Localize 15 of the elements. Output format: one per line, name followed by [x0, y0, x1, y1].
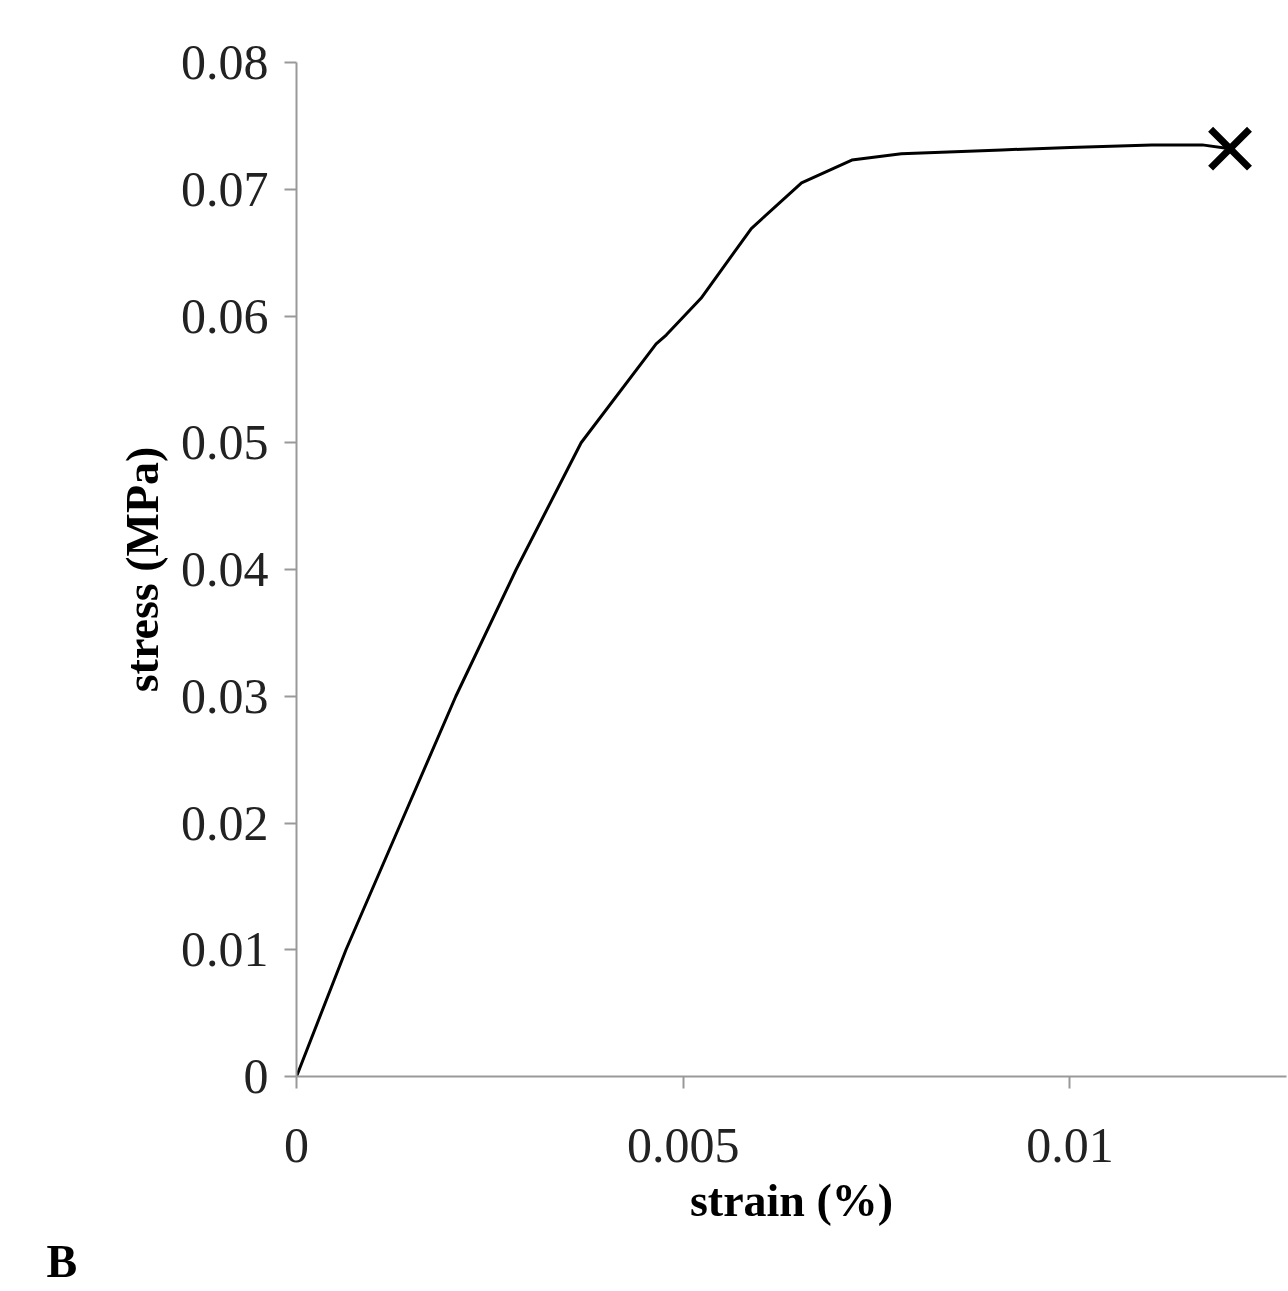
y-tick-label: 0.02: [181, 794, 269, 851]
y-tick-label: 0.08: [181, 34, 269, 90]
y-tick-label: 0.06: [181, 287, 269, 344]
x-tick-label: 0: [284, 1116, 309, 1173]
y-axis-title: stress (MPa): [117, 446, 168, 693]
y-tick-label: 0.05: [181, 414, 269, 471]
x-axis-title: strain (%): [689, 1174, 894, 1226]
y-tick-label: 0: [243, 1048, 269, 1104]
text: B: [46, 1235, 78, 1287]
y-tick-label: 0.01: [181, 921, 269, 978]
y-tick-label: 0.04: [181, 541, 269, 597]
y-tick-label: 0.07: [181, 160, 269, 217]
x-tick-label: 0.01: [1026, 1116, 1114, 1173]
x-tick-label: 0.005: [626, 1116, 740, 1173]
y-tick-label: 0.03: [181, 667, 269, 724]
